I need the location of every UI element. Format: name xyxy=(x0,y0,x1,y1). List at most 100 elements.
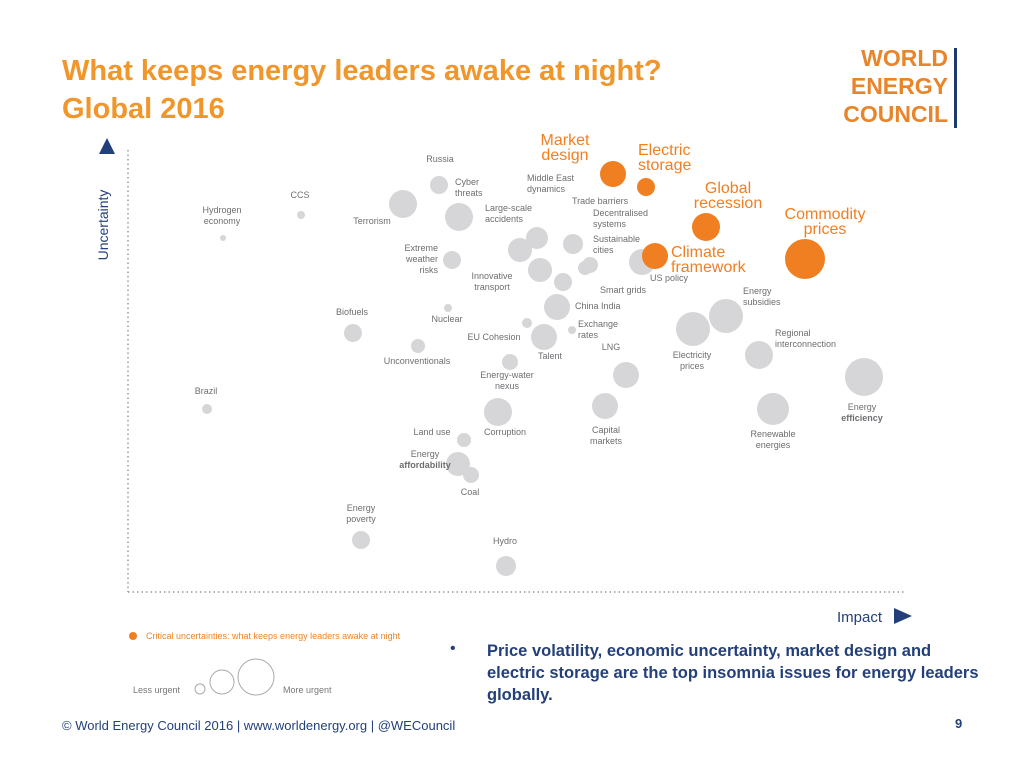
legend-critical: Critical uncertainties: what keeps energ… xyxy=(146,631,401,641)
issue-label: rates xyxy=(578,330,599,340)
issue-bubble xyxy=(757,393,789,425)
issue-label: systems xyxy=(593,219,627,229)
title-line: What keeps energy leaders awake at night… xyxy=(62,55,662,87)
issue-bubble xyxy=(502,354,518,370)
issue-label: storage xyxy=(638,157,691,174)
issue-label: risks xyxy=(420,265,439,275)
issue-label: energies xyxy=(756,440,791,450)
issue-label: Energy-water xyxy=(480,370,534,380)
issue-label: Energy xyxy=(411,449,440,459)
issue-bubble xyxy=(352,531,370,549)
issue-label: Sustainable xyxy=(593,234,640,244)
issue-label: framework xyxy=(671,259,747,276)
issue-label: Brazil xyxy=(195,386,218,396)
issue-label: cities xyxy=(593,245,614,255)
issue-label: weather xyxy=(405,254,438,264)
issue-bubble xyxy=(463,467,479,483)
issue-label: Hydrogen xyxy=(202,205,241,215)
issue-label: threats xyxy=(455,188,483,198)
issue-label: Talent xyxy=(538,351,563,361)
issue-bubble xyxy=(389,190,417,218)
issue-label: Global xyxy=(705,180,751,197)
issue-bubble xyxy=(568,326,576,334)
issue-label: efficiency xyxy=(841,413,883,423)
page-number: 9 xyxy=(955,716,963,731)
issue-label: transport xyxy=(474,282,510,292)
logo-bar xyxy=(954,48,957,128)
issue-label: US policy xyxy=(650,273,689,283)
issue-label: Russia xyxy=(426,154,454,164)
issue-label: Terrorism xyxy=(353,216,391,226)
issue-bubble xyxy=(845,358,883,396)
issue-label: Renewable xyxy=(750,429,795,439)
footer: © World Energy Council 2016 | www.worlde… xyxy=(62,718,456,733)
issue-bubble xyxy=(202,404,212,414)
issue-bubble xyxy=(544,294,570,320)
critical-bubble xyxy=(785,239,825,279)
issue-label: Climate xyxy=(671,244,725,261)
issue-label: Middle East xyxy=(527,173,575,183)
x-axis-label: Impact xyxy=(837,609,883,626)
logo-line: ENERGY xyxy=(850,73,948,99)
issue-label: dynamics xyxy=(527,184,566,194)
issue-bubble xyxy=(444,304,452,312)
issue-label: nexus xyxy=(495,381,520,391)
issue-bubble xyxy=(528,258,552,282)
issue-label: accidents xyxy=(485,214,524,224)
legend-size xyxy=(194,683,206,695)
issue-label: affordability xyxy=(399,460,451,470)
issue-bubble xyxy=(457,433,471,447)
legend-less: Less urgent xyxy=(133,685,181,695)
issue-bubble xyxy=(526,227,548,249)
logo: WORLD ENERGY COUNCIL xyxy=(820,44,948,128)
issue-label: prices xyxy=(804,221,847,238)
logo-line: WORLD xyxy=(861,45,948,71)
issue-label: Coal xyxy=(461,487,480,497)
issue-label: Decentralised xyxy=(593,208,648,218)
issue-bubble xyxy=(709,299,743,333)
issue-label: prices xyxy=(680,361,705,371)
issue-label: subsidies xyxy=(743,297,781,307)
issue-bubble xyxy=(592,393,618,419)
issue-label: Energy xyxy=(848,402,877,412)
issue-label: Smart grids xyxy=(600,285,647,295)
critical-bubble xyxy=(642,243,668,269)
y-axis-label: Uncertainty xyxy=(95,190,111,261)
issue-bubble xyxy=(745,341,773,369)
critical-bubble xyxy=(692,213,720,241)
legend-critical-dot xyxy=(129,632,137,640)
issue-bubble xyxy=(522,318,532,328)
issue-label: Trade barriers xyxy=(572,196,629,206)
issue-bubble xyxy=(297,211,305,219)
issue-label: Electricity xyxy=(673,350,712,360)
logo-line: COUNCIL xyxy=(843,101,948,127)
issue-label: Corruption xyxy=(484,427,526,437)
issue-label: Capital xyxy=(592,425,620,435)
issue-label: design xyxy=(541,147,588,164)
issue-label: Market xyxy=(541,132,590,149)
issue-label: Regional xyxy=(775,328,811,338)
issue-label: CCS xyxy=(290,190,309,200)
issue-label: Energy xyxy=(743,286,772,296)
issue-bubble xyxy=(531,324,557,350)
legend-size xyxy=(237,658,275,696)
issue-label: interconnection xyxy=(775,339,836,349)
title-line: Global 2016 xyxy=(62,93,225,125)
bullet-dot: • xyxy=(450,640,456,657)
issue-label: Cyber xyxy=(455,177,479,187)
issue-bubble xyxy=(445,203,473,231)
issue-bubble xyxy=(344,324,362,342)
critical-bubble xyxy=(637,178,655,196)
issue-bubble xyxy=(578,261,592,275)
issue-label: Hydro xyxy=(493,536,517,546)
issue-bubble xyxy=(446,452,470,476)
x-arrow xyxy=(894,608,912,624)
issue-bubble xyxy=(411,339,425,353)
issue-label: LNG xyxy=(602,342,621,352)
issue-bubble xyxy=(676,312,710,346)
issue-bubble xyxy=(443,251,461,269)
issue-label: Commodity xyxy=(785,206,866,223)
issue-label: Large-scale xyxy=(485,203,532,213)
issue-bubble xyxy=(484,398,512,426)
